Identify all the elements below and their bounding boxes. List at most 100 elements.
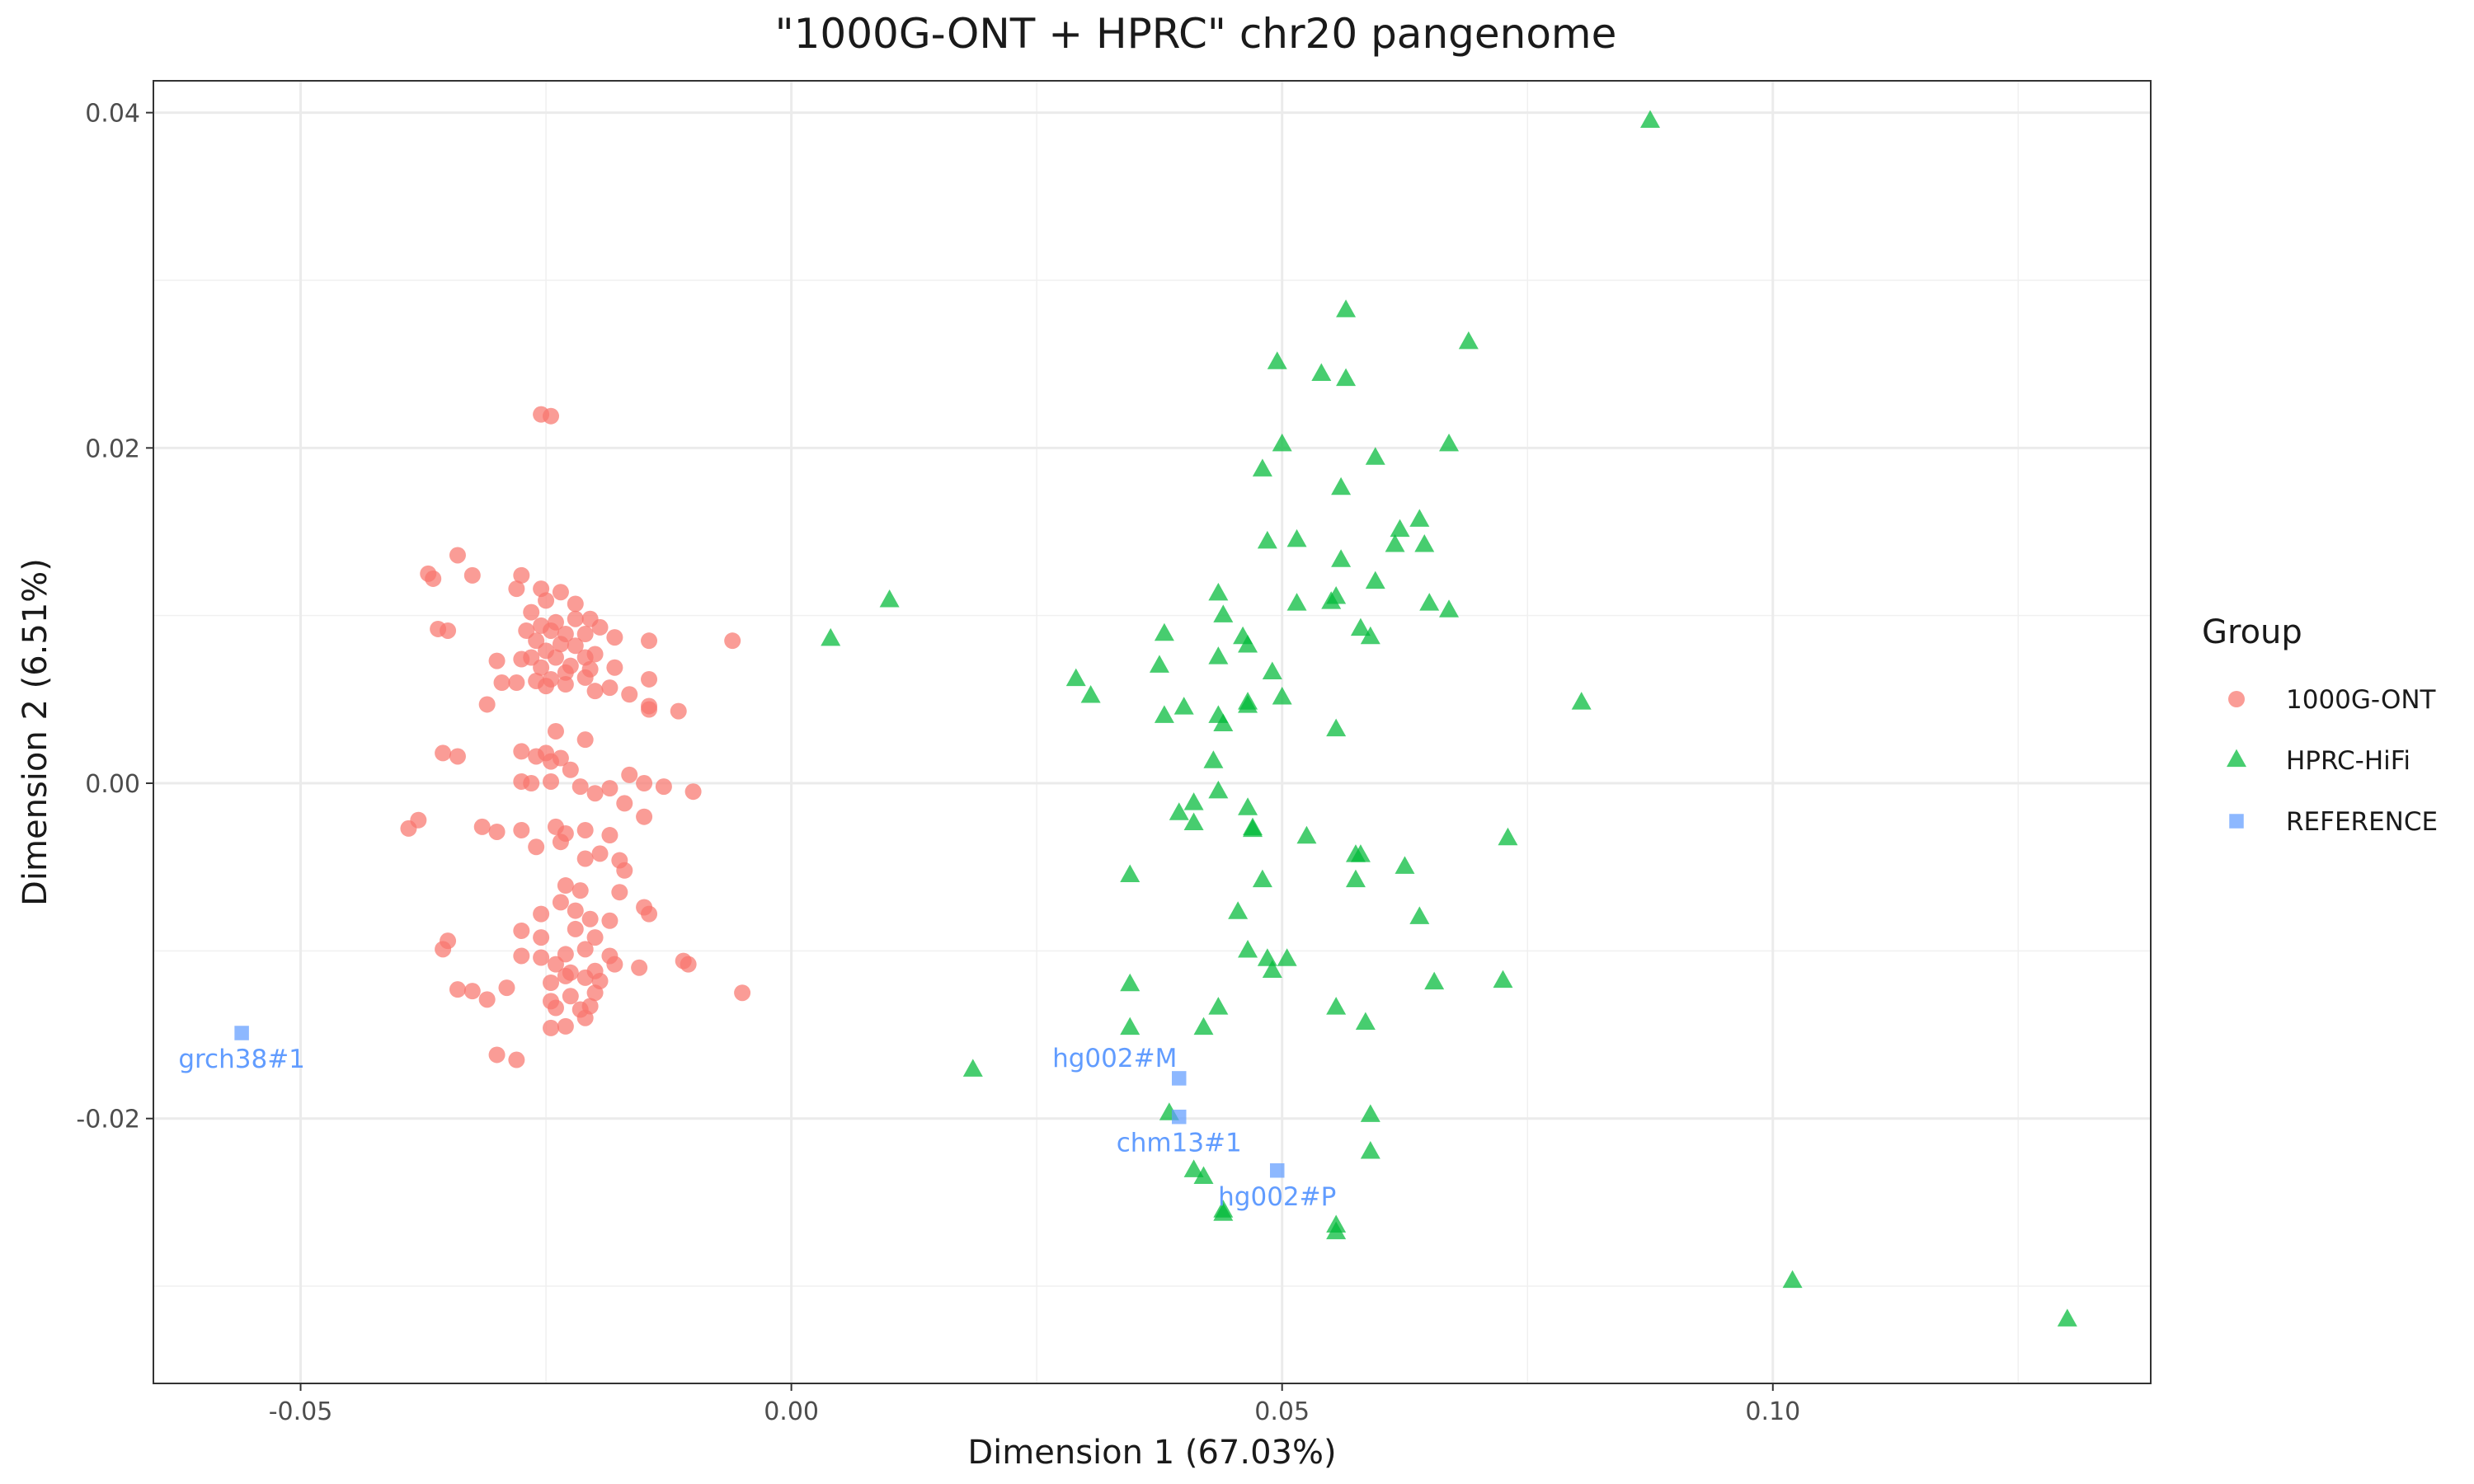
data-point (1242, 819, 1263, 838)
data-point (493, 674, 510, 692)
data-point (435, 744, 452, 762)
legend-key-circle (2228, 691, 2245, 707)
data-point (1154, 622, 1174, 641)
data-point (557, 877, 574, 895)
data-point (576, 669, 594, 686)
data-point (1252, 869, 1272, 888)
data-point (557, 1017, 574, 1035)
data-point (1350, 844, 1371, 862)
data-point (1345, 869, 1366, 888)
point-label: chm13#1 (1117, 1129, 1242, 1158)
data-point (641, 632, 658, 650)
data-point (879, 589, 900, 608)
data-point (552, 636, 569, 653)
data-point (513, 821, 530, 838)
data-point (567, 920, 584, 937)
legend-title: Group (2202, 613, 2302, 651)
data-point (1493, 970, 1513, 989)
data-point (821, 627, 841, 646)
data-point (1336, 299, 1357, 317)
data-point (538, 678, 555, 695)
data-point (1252, 458, 1272, 477)
data-point (543, 773, 560, 790)
point-label: hg002#P (1218, 1182, 1336, 1212)
data-point (606, 956, 623, 973)
data-point (1782, 1270, 1803, 1289)
data-point (1208, 646, 1229, 665)
data-point (1208, 780, 1229, 799)
data-point (478, 696, 496, 713)
legend-key-square (2229, 814, 2244, 829)
data-point (1286, 528, 1307, 547)
data-point (1238, 797, 1258, 815)
data-point (543, 622, 560, 639)
data-point (1269, 1163, 1285, 1178)
data-point (616, 862, 633, 879)
legend-label: REFERENCE (2286, 807, 2438, 837)
data-point (538, 592, 555, 609)
point-label: hg002#M (1052, 1044, 1177, 1073)
data-point (488, 823, 506, 840)
data-point (463, 566, 481, 584)
data-point (616, 795, 633, 812)
data-point (1203, 750, 1224, 768)
data-point (1080, 684, 1101, 703)
data-point (1171, 1109, 1187, 1125)
data-point (543, 407, 560, 425)
data-point (1571, 692, 1592, 710)
data-point (576, 969, 594, 986)
x-tick-label: 0.10 (1745, 1397, 1800, 1426)
data-point (1419, 593, 1440, 611)
data-point (1395, 856, 1415, 874)
data-point (425, 570, 442, 587)
plot-panel-border (153, 80, 2152, 1384)
data-point (576, 850, 594, 867)
data-point (1458, 331, 1479, 350)
data-point (449, 547, 466, 564)
data-point (557, 676, 574, 693)
data-point (543, 1019, 560, 1036)
data-point (586, 646, 604, 663)
data-point (1257, 530, 1277, 549)
data-point (557, 664, 574, 681)
data-point (567, 637, 584, 655)
data-point (1286, 593, 1307, 611)
data-point (513, 922, 530, 939)
data-point (1365, 447, 1385, 465)
data-point (1385, 533, 1405, 552)
data-point (1640, 110, 1661, 128)
data-point (1277, 948, 1297, 966)
data-point (576, 1009, 594, 1026)
data-point (586, 929, 604, 946)
y-tick-label: 0.00 (85, 770, 140, 799)
data-point (1321, 591, 1342, 609)
data-point (562, 988, 579, 1005)
data-point (1424, 971, 1445, 990)
data-point (533, 659, 550, 676)
data-point (1193, 1017, 1214, 1036)
data-point (1169, 802, 1189, 820)
data-point (641, 670, 658, 688)
data-point (1311, 363, 1332, 382)
data-point (410, 811, 427, 829)
data-point (552, 894, 569, 911)
series-1000g-ont (400, 406, 751, 1068)
data-point (576, 731, 594, 749)
data-point (1336, 368, 1357, 387)
data-point (1409, 509, 1430, 527)
data-point (1498, 827, 1518, 846)
data-point (1174, 697, 1194, 715)
data-point (601, 780, 618, 797)
data-point (601, 679, 618, 697)
data-point (1272, 433, 1292, 452)
data-point (606, 659, 623, 676)
data-point (1208, 582, 1229, 601)
legend-key-triangle (2227, 749, 2246, 768)
data-point (1149, 655, 1169, 673)
data-point (567, 595, 584, 613)
x-axis-title: Dimension 1 (67.03%) (967, 1434, 1336, 1472)
data-point (581, 910, 599, 928)
data-point (606, 629, 623, 646)
x-tick-label: 0.05 (1254, 1397, 1310, 1426)
